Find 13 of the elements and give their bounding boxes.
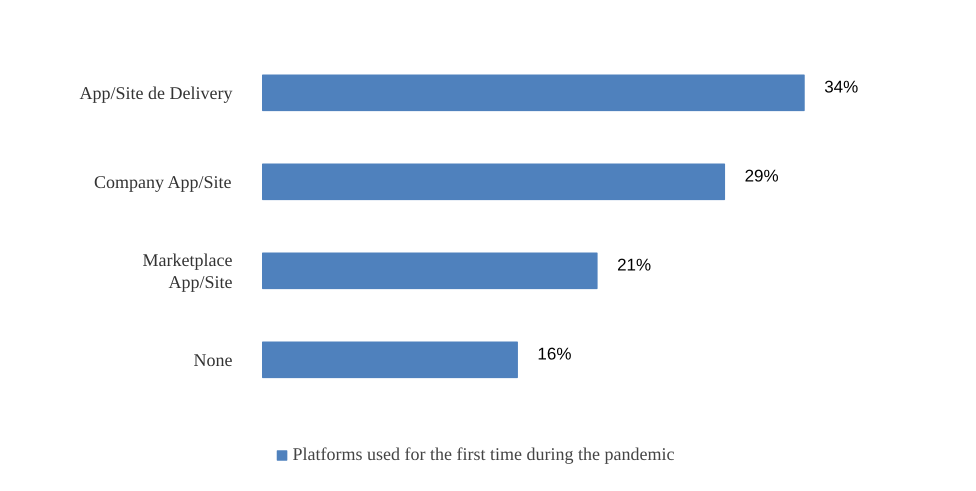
data-label: 16% — [537, 344, 572, 364]
bar — [262, 342, 518, 378]
bar — [262, 252, 598, 290]
legend-label: Platforms used for the first time during the pandemic — [292, 444, 674, 465]
data-label: 21% — [617, 255, 652, 274]
bar — [262, 74, 805, 112]
data-label: 34% — [824, 77, 858, 96]
data-label: 29% — [744, 166, 779, 186]
y-tick-label: Marketplace App/Site — [142, 250, 233, 292]
y-tick-label: None — [194, 350, 233, 370]
y-tick-label: Company App/Site — [94, 172, 232, 192]
bar — [262, 164, 726, 200]
y-tick-label: App/Site de Delivery — [80, 82, 233, 103]
